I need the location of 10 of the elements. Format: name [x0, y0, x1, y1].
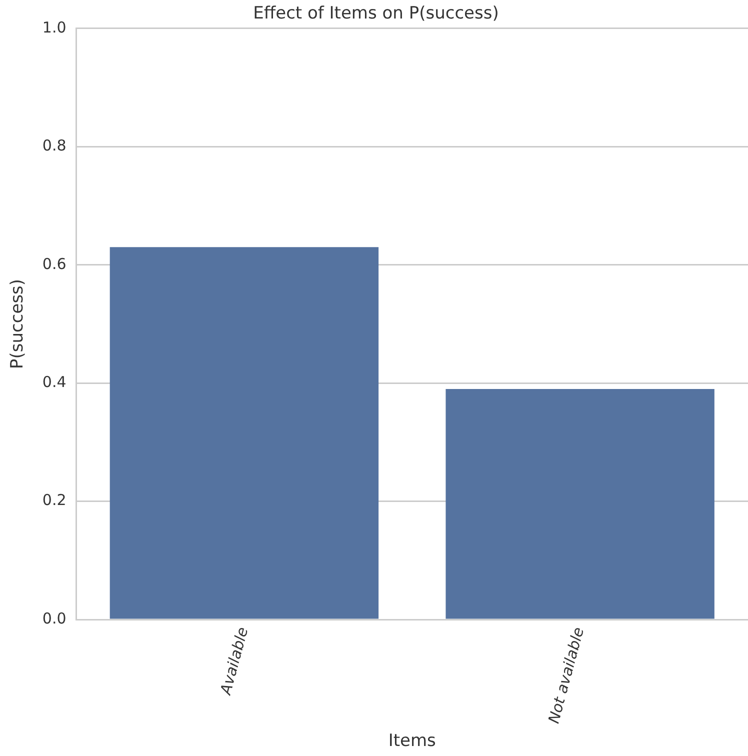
- y-tick-label: 0.6: [42, 254, 66, 273]
- y-tick-label: 0.8: [42, 136, 66, 155]
- x-axis-title: Items: [388, 731, 436, 752]
- y-tick-label: 0.4: [42, 372, 66, 391]
- y-axis-title: P(success): [8, 278, 28, 369]
- chart-title: Effect of Items on P(success): [253, 4, 499, 24]
- x-tick-label: Not available: [544, 625, 588, 726]
- y-tick-label: 0.0: [42, 609, 66, 628]
- y-tick-label: 1.0: [42, 18, 66, 36]
- y-tick-label: 0.2: [42, 491, 66, 510]
